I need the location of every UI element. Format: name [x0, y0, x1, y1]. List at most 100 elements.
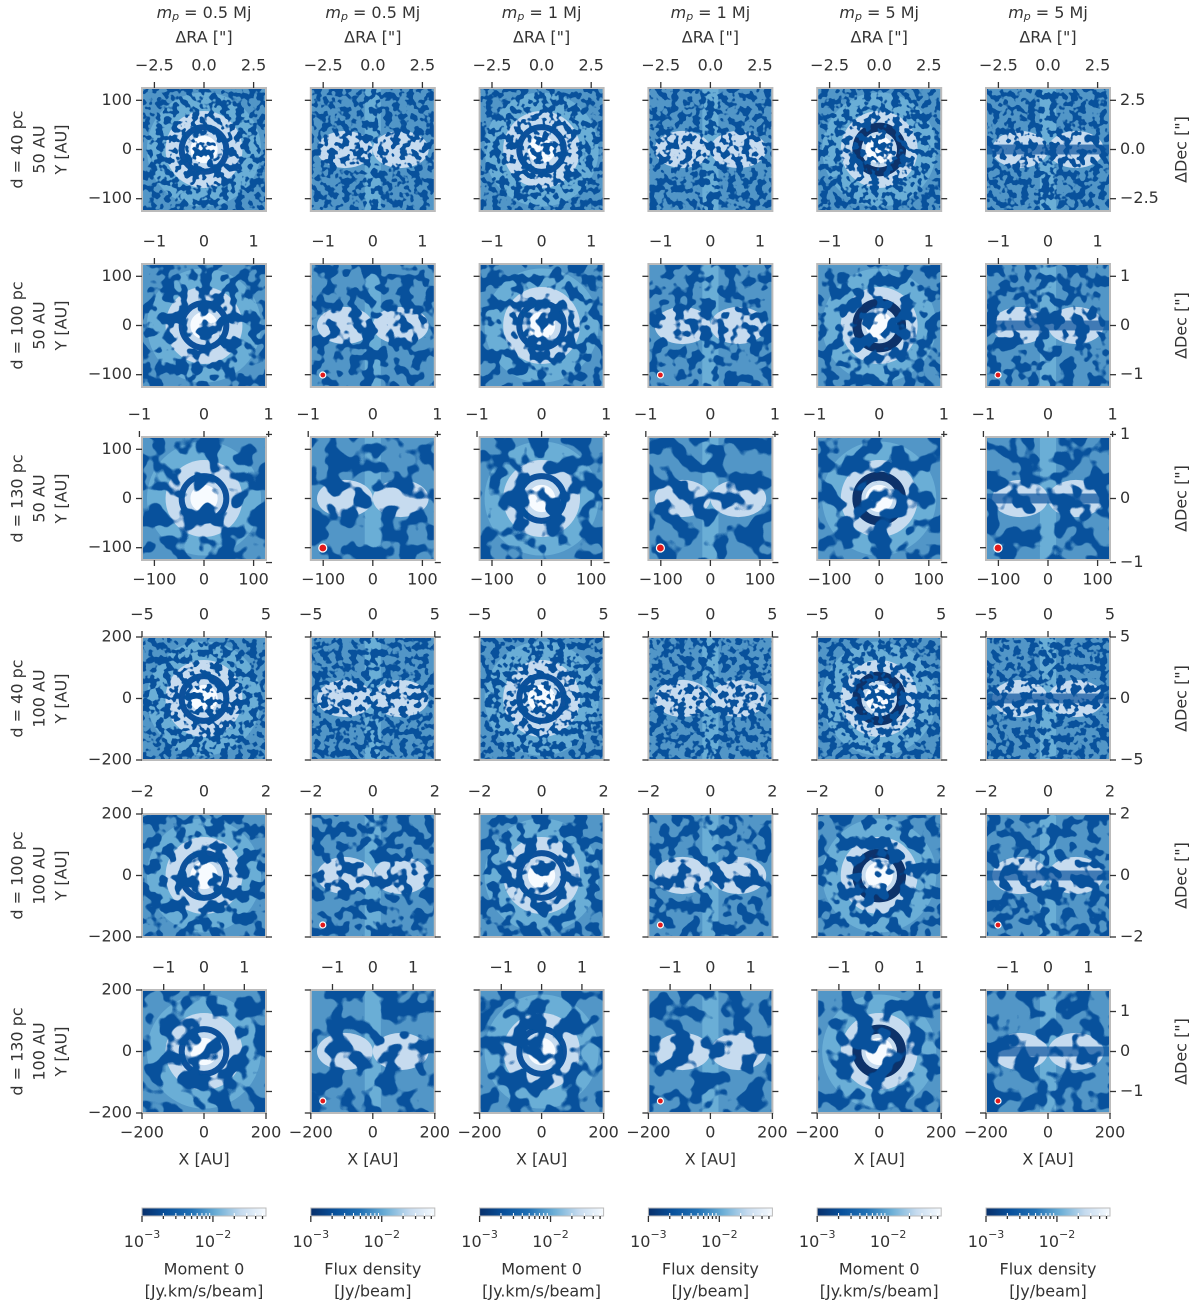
base: 10	[1039, 1232, 1059, 1251]
y-tick-label: −100	[88, 537, 132, 556]
row-label: d = 100 pc	[8, 281, 27, 369]
panel-image	[142, 814, 266, 937]
lobe	[654, 679, 711, 718]
panel-image	[986, 990, 1110, 1113]
y-right-label: ΔDec ["]	[1172, 842, 1191, 909]
mass-value: = 1 Mj	[698, 3, 750, 22]
lobe	[317, 679, 373, 718]
y-tick-label: 200	[101, 627, 132, 646]
top-tick-label: −5	[468, 605, 492, 624]
top-tick-label: 2	[767, 782, 777, 801]
base: 10	[630, 1232, 650, 1251]
mass-symbol: m	[325, 3, 341, 22]
y-axis-label: Y [AU]	[52, 125, 71, 176]
panel-image	[142, 88, 266, 211]
x-tick-label: 0	[537, 570, 547, 589]
cbar-label: Flux density	[662, 1260, 759, 1279]
x-top-label: ΔRA ["]	[344, 28, 401, 47]
gap	[178, 1026, 230, 1077]
mass-value: = 0.5 Mj	[353, 3, 420, 22]
top-tick-label: −5	[130, 605, 154, 624]
top-tick-label: 0	[368, 958, 378, 977]
y-tick-label: 0	[122, 865, 132, 884]
x-top-label: ΔRA ["]	[682, 28, 739, 47]
y-tick-label: 100	[101, 439, 132, 458]
top-tick-label: 1	[1083, 958, 1093, 977]
row-label: d = 130 pc	[8, 454, 27, 542]
panel-image	[479, 637, 604, 760]
lobe	[654, 1032, 711, 1071]
right-tick-label: 1	[1120, 1001, 1130, 1020]
x-tick-label: −200	[289, 1123, 333, 1142]
mass-symbol: m	[502, 3, 518, 22]
right-tick-label: −2	[1120, 927, 1144, 946]
right-tick-label: 5	[1120, 627, 1130, 646]
top-tick-label: 1	[914, 958, 924, 977]
panel-image	[648, 437, 773, 560]
panel-image	[986, 814, 1110, 937]
colorbar	[985, 1207, 1111, 1217]
mass-subscript: p	[171, 10, 179, 23]
x-tick-label: −200	[626, 1123, 670, 1142]
row-label: 100 AU	[30, 846, 49, 904]
x-tick-label: 0	[874, 1123, 884, 1142]
top-tick-label: −1	[996, 958, 1020, 977]
top-tick-label: −1	[803, 405, 827, 424]
panel-image	[142, 637, 266, 760]
top-tick-label: 2	[1105, 782, 1115, 801]
x-tick-label: 0	[705, 1123, 715, 1142]
gap	[986, 493, 1110, 504]
base: 10	[195, 1232, 215, 1251]
base: 10	[968, 1232, 988, 1251]
x-tick-label: 0	[368, 1123, 378, 1142]
panel-image	[310, 814, 435, 937]
row-label: 100 AU	[30, 669, 49, 727]
y-tick-label: 0	[122, 1041, 132, 1060]
top-tick-label: −1	[128, 405, 152, 424]
x-axis-label: X [AU]	[854, 1150, 905, 1169]
top-tick-label: 0.0	[698, 56, 723, 75]
panel-image	[310, 990, 435, 1113]
column-title: mp = 1 Mj	[502, 3, 582, 24]
x-axis-label: X [AU]	[516, 1150, 567, 1169]
x-tick-label: −200	[458, 1123, 502, 1142]
core	[865, 484, 893, 513]
exponent: −2	[721, 1228, 737, 1241]
right-tick-label: 0	[1120, 688, 1130, 707]
top-tick-label: 0	[705, 958, 715, 977]
x-top-label: ΔRA ["]	[1019, 28, 1076, 47]
core	[527, 861, 556, 890]
gap	[178, 300, 230, 351]
top-tick-label: 0.0	[866, 56, 891, 75]
gap	[986, 870, 1110, 881]
panel-image	[479, 88, 604, 211]
base: 10	[363, 1232, 383, 1251]
base: 10	[870, 1232, 890, 1251]
core	[865, 861, 893, 890]
lobe	[654, 479, 711, 518]
x-tick-label: 0	[199, 570, 209, 589]
top-tick-label: −1	[634, 405, 658, 424]
gap	[986, 144, 1110, 155]
lobe	[710, 679, 767, 718]
column-title: mp = 1 Mj	[671, 3, 751, 24]
cbar-label: Flux density	[999, 1260, 1096, 1279]
exponent: −2	[553, 1228, 569, 1241]
top-tick-label: 0.0	[360, 56, 385, 75]
cbar-tick-label: 10−3	[968, 1228, 1005, 1251]
top-tick-label: 2	[261, 782, 271, 801]
top-tick-label: −2.5	[135, 56, 174, 75]
lobe	[710, 306, 767, 345]
y-tick-label: −200	[88, 1103, 132, 1122]
gap	[852, 471, 907, 526]
x-tick-label: 100	[407, 570, 438, 589]
x-tick-label: 0	[1043, 1123, 1053, 1142]
x-axis-label: X [AU]	[1022, 1150, 1073, 1169]
top-tick-label: 2.5	[578, 56, 603, 75]
top-tick-label: 0	[368, 232, 378, 251]
top-tick-label: 1	[1093, 232, 1103, 251]
mass-subscript: p	[685, 10, 693, 23]
top-tick-label: 2.5	[241, 56, 266, 75]
top-tick-label: −1	[972, 405, 996, 424]
exponent: −3	[482, 1228, 498, 1241]
